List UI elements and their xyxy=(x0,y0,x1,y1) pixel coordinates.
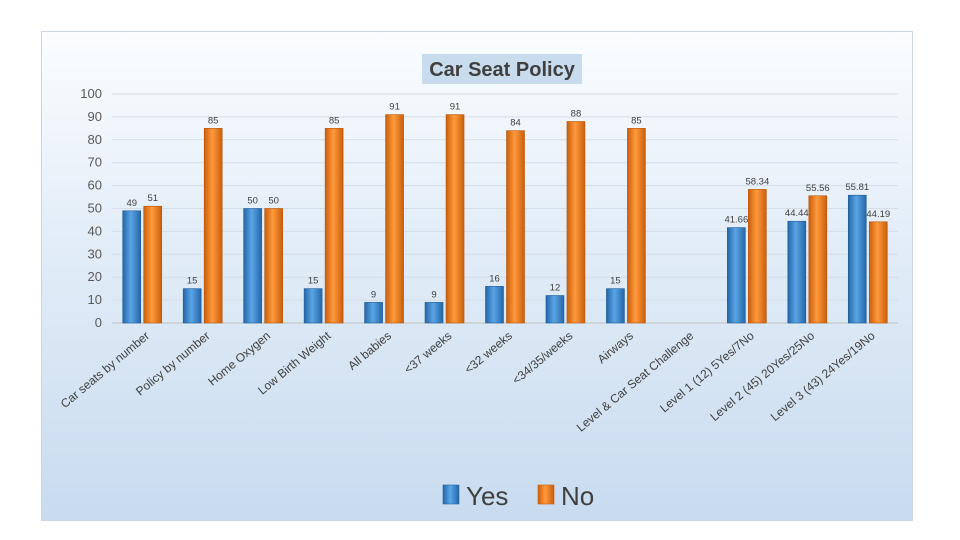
data-label-no: 91 xyxy=(389,102,400,113)
data-label-no: 55.56 xyxy=(806,183,830,194)
x-category-label: All babies xyxy=(345,329,394,373)
x-category-label: Level 3 (43) 24Yes/19No xyxy=(768,328,878,424)
y-tick-label: 70 xyxy=(88,155,102,170)
x-category-label: <37 weeks xyxy=(401,329,454,377)
x-category-label: <32 weeks xyxy=(462,329,515,377)
x-category-label: Level & Car Seat Challenge xyxy=(574,328,697,434)
data-label-yes: 55.81 xyxy=(845,182,869,193)
chart-area: Car Seat Policy 0 10 20 30 40 50 60 70 80 90 100 4… xyxy=(41,31,913,521)
bar-yes xyxy=(787,220,807,324)
y-tick-label: 100 xyxy=(80,86,102,101)
y-tick-label: 20 xyxy=(88,269,102,284)
bar-yes xyxy=(606,288,625,324)
x-category-label: Car seats by number xyxy=(58,329,152,411)
data-label-no: 51 xyxy=(147,193,158,204)
data-label-no: 91 xyxy=(450,102,461,113)
legend-label-yes: Yes xyxy=(466,481,508,511)
bar-yes xyxy=(303,288,323,324)
data-label-yes: 44.44 xyxy=(785,208,809,219)
bar-no xyxy=(566,121,586,324)
data-labels: 49 51 15 85 50 50 15 85 9 91 9 91 16 84 12 88 15 85 41.66 5… xyxy=(126,102,890,301)
bar-no xyxy=(264,208,283,324)
y-tick-label: 90 xyxy=(88,109,102,124)
data-label-no: 85 xyxy=(208,115,219,126)
data-label-yes: 15 xyxy=(187,276,198,287)
chart-title-background xyxy=(422,54,582,84)
data-label-no: 85 xyxy=(631,115,642,126)
bar-no xyxy=(385,114,404,324)
legend-label-no: No xyxy=(561,481,594,511)
data-label-yes: 9 xyxy=(371,289,376,300)
bar-yes xyxy=(485,286,504,324)
x-category-label: Level 2 (45) 20Yes/25No xyxy=(707,328,817,424)
data-label-yes: 12 xyxy=(550,283,561,294)
bar-no xyxy=(143,205,163,324)
data-label-yes: 9 xyxy=(431,289,436,300)
bar-no xyxy=(506,130,525,324)
legend-swatch-no xyxy=(537,484,555,505)
x-category-label: <34/35/weeks xyxy=(509,329,575,388)
bar-no xyxy=(748,189,767,324)
grid-lines xyxy=(112,93,898,324)
data-label-yes: 16 xyxy=(489,273,500,284)
x-category-label: Airways xyxy=(595,329,636,367)
y-axis-ticks: 0 10 20 30 40 50 60 70 80 90 100 xyxy=(80,86,102,330)
data-label-yes: 50 xyxy=(247,196,258,207)
data-label-no: 85 xyxy=(329,115,340,126)
bar-no xyxy=(324,128,344,324)
bar-yes xyxy=(364,302,383,324)
data-label-yes: 15 xyxy=(610,276,621,287)
bar-yes xyxy=(847,194,867,324)
data-label-no: 58.34 xyxy=(745,176,769,187)
data-label-no: 50 xyxy=(268,196,279,207)
chart-svg: Car Seat Policy 0 10 20 30 40 50 60 70 80 90 100 4… xyxy=(58,54,898,511)
chart-title: Car Seat Policy xyxy=(429,59,576,81)
bar-no xyxy=(868,221,888,324)
bar-yes xyxy=(424,302,444,324)
y-tick-label: 30 xyxy=(88,246,102,261)
bar-yes xyxy=(182,288,202,324)
data-label-yes: 15 xyxy=(308,276,319,287)
bars xyxy=(122,114,888,324)
bar-no xyxy=(627,128,646,324)
data-label-no: 44.19 xyxy=(866,209,890,220)
bar-yes xyxy=(243,208,262,324)
bar-yes xyxy=(122,210,142,324)
data-label-no: 88 xyxy=(571,108,582,119)
bar-no xyxy=(203,128,223,324)
data-label-no: 84 xyxy=(510,118,521,129)
y-tick-label: 10 xyxy=(88,292,102,307)
bar-yes xyxy=(545,295,565,324)
data-label-yes: 41.66 xyxy=(724,215,748,226)
bar-yes xyxy=(727,227,746,324)
legend: Yes No xyxy=(442,481,594,511)
bar-no xyxy=(808,195,828,324)
data-label-yes: 49 xyxy=(126,198,137,209)
y-tick-label: 60 xyxy=(88,178,102,193)
y-tick-label: 50 xyxy=(88,201,102,216)
y-tick-label: 40 xyxy=(88,223,102,238)
legend-swatch-yes xyxy=(442,484,460,505)
y-tick-label: 0 xyxy=(95,315,102,330)
y-tick-label: 80 xyxy=(88,132,102,147)
bar-no xyxy=(445,114,465,324)
